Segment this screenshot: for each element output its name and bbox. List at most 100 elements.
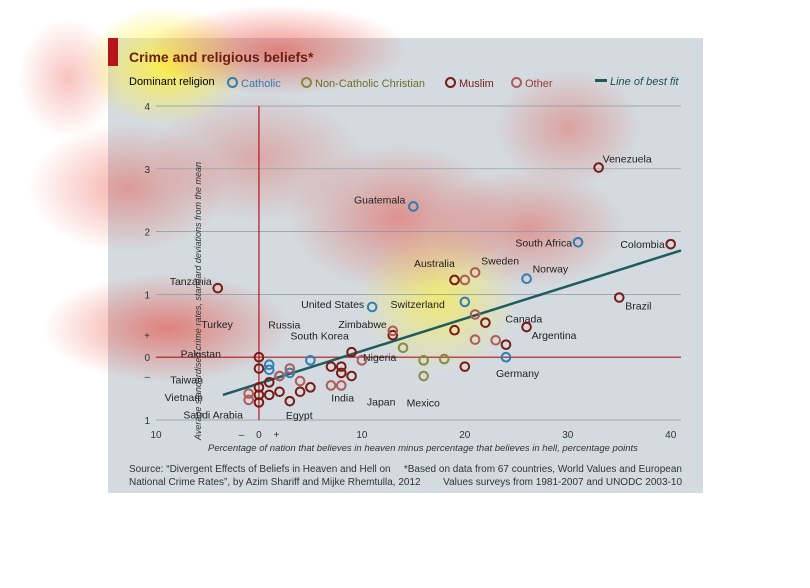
x-tick-label: 40 <box>665 430 677 441</box>
data-point-catholic <box>284 367 296 379</box>
data-point-catholic <box>408 201 419 212</box>
data-point-other <box>284 363 296 374</box>
data-point-muslim <box>593 162 604 173</box>
data-point-muslim <box>449 324 460 336</box>
y-tick-label: 4 <box>144 102 150 113</box>
point-label: Germany <box>496 368 540 380</box>
other-marker-icon <box>511 77 522 88</box>
legend-label-best-fit: Line of best fit <box>610 76 679 88</box>
data-point-other <box>356 355 368 366</box>
point-label: Tanzania <box>170 276 212 288</box>
data-point-muslim <box>613 292 625 303</box>
point-label: Zimbabwe <box>338 319 387 331</box>
y-tick-label: 1 <box>144 416 150 427</box>
data-point-other <box>294 375 306 387</box>
point-label: Taiwan <box>170 374 203 386</box>
point-label: Nigeria <box>363 352 396 364</box>
data-point-muslim <box>253 363 265 374</box>
y-tick-label: 3 <box>144 165 150 176</box>
data-point-muslim <box>253 382 265 393</box>
x-tick-label: – <box>239 430 245 441</box>
data-point-non-catholic-christian <box>438 353 450 365</box>
data-point-other <box>243 388 254 399</box>
heatmap-blob <box>18 18 118 138</box>
data-point-other <box>387 325 399 337</box>
point-label: Argentina <box>532 330 577 342</box>
legend-label-other: Other <box>525 78 553 90</box>
y-tick-label: + <box>144 331 150 342</box>
y-tick-label: 1 <box>144 290 150 301</box>
data-point-muslim <box>449 274 460 286</box>
data-point-catholic <box>263 359 275 371</box>
data-point-non-catholic-christian <box>397 342 409 354</box>
y-tick-label: 0 <box>144 353 150 364</box>
data-point-non-catholic-christian <box>418 370 429 382</box>
data-point-other <box>490 334 502 346</box>
source-note: Source: “Divergent Effects of Beliefs in… <box>129 464 421 488</box>
data-point-muslim <box>274 386 285 398</box>
legend-item-best-fit: Line of best fit <box>595 76 679 88</box>
legend-item-catholic: Catholic <box>227 76 281 90</box>
accent-bar <box>108 38 118 66</box>
grid-lines <box>156 105 681 421</box>
point-label: Russia <box>268 320 300 332</box>
data-point-muslim <box>305 382 316 393</box>
data-point-muslim <box>665 238 677 250</box>
point-label: Canada <box>505 314 542 326</box>
point-label: United States <box>301 299 364 311</box>
data-point-other <box>459 274 471 286</box>
data-point-muslim <box>253 351 265 363</box>
data-point-catholic <box>572 236 584 248</box>
legend-label-muslim: Muslim <box>459 78 494 90</box>
legend-heading: Dominant religion <box>129 76 215 88</box>
data-point-muslim <box>253 389 265 401</box>
y-axis-label: Average standardised crime rates, standa… <box>193 162 203 440</box>
y-tick-label: 2 <box>144 228 150 239</box>
point-label: Guatemala <box>354 194 406 206</box>
data-point-muslim <box>346 370 357 382</box>
data-point-catholic <box>521 273 532 284</box>
legend-item-non-catholic-christian: Non-Catholic Christian <box>301 76 425 90</box>
data-point-muslim <box>346 346 357 358</box>
catholic-marker-icon <box>227 77 238 88</box>
muslim-marker-icon <box>445 77 456 88</box>
best-fit-line-path <box>222 249 682 397</box>
point-label: Australia <box>414 258 455 270</box>
non-catholic-marker-icon <box>301 77 312 88</box>
point-label: Colombia <box>620 239 665 251</box>
point-label: Brazil <box>625 301 651 313</box>
x-tick-label: + <box>274 430 280 441</box>
point-label: Egypt <box>286 410 313 422</box>
x-tick-label: 0 <box>256 430 262 441</box>
best-fit-line <box>222 249 682 397</box>
data-point-muslim <box>212 282 224 294</box>
point-label: Turkey <box>201 319 233 331</box>
data-points <box>212 162 677 408</box>
data-point-muslim <box>335 361 347 372</box>
x-tick-label: 20 <box>459 430 471 441</box>
point-labels: Guatemala South Africa United States Norway… <box>165 154 665 423</box>
data-point-muslim <box>387 329 399 341</box>
point-label: Norway <box>533 264 569 276</box>
data-point-muslim <box>263 389 275 401</box>
y-tick-label: – <box>144 372 150 383</box>
data-point-catholic <box>459 296 471 308</box>
data-point-muslim <box>480 317 491 328</box>
chart-figure: Crime and religious beliefs* Dominant re… <box>18 5 703 493</box>
point-label: Sweden <box>481 255 519 267</box>
point-label: Mexico <box>407 397 440 409</box>
data-point-muslim <box>521 321 532 333</box>
best-fit-line-icon <box>595 79 607 82</box>
legend-item-other: Other <box>511 76 553 90</box>
footnote: *Based on data from 67 countries, World … <box>403 464 682 488</box>
point-label: South Africa <box>515 237 572 249</box>
data-point-catholic <box>500 351 512 363</box>
data-point-muslim <box>335 367 347 379</box>
point-label: Venezuela <box>603 154 652 166</box>
legend-label-catholic: Catholic <box>241 78 281 90</box>
data-point-other <box>469 334 481 345</box>
data-point-muslim <box>294 386 306 398</box>
data-point-muslim <box>253 397 265 408</box>
